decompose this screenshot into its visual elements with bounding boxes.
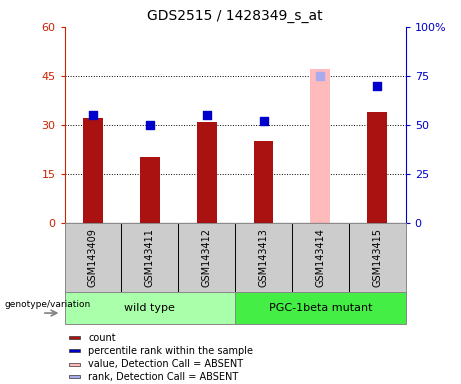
Text: wild type: wild type xyxy=(124,303,175,313)
Point xyxy=(89,112,97,118)
Text: GSM143411: GSM143411 xyxy=(145,228,155,287)
Bar xyxy=(69,376,80,379)
Text: count: count xyxy=(89,333,116,343)
Bar xyxy=(69,362,80,366)
Point xyxy=(373,83,381,89)
Text: GSM143415: GSM143415 xyxy=(372,228,382,287)
Text: GSM143413: GSM143413 xyxy=(259,228,269,287)
Bar xyxy=(235,292,406,324)
Bar xyxy=(254,141,273,223)
Text: GSM143409: GSM143409 xyxy=(88,228,98,287)
Bar xyxy=(310,70,331,223)
Text: percentile rank within the sample: percentile rank within the sample xyxy=(89,346,254,356)
Bar xyxy=(65,292,235,324)
Point xyxy=(203,112,210,118)
Text: value, Detection Call = ABSENT: value, Detection Call = ABSENT xyxy=(89,359,243,369)
Bar xyxy=(69,336,80,339)
Text: GSM143412: GSM143412 xyxy=(201,228,212,287)
Text: genotype/variation: genotype/variation xyxy=(5,300,91,309)
Text: GSM143414: GSM143414 xyxy=(315,228,325,287)
Bar xyxy=(197,121,217,223)
Bar xyxy=(69,349,80,352)
Title: GDS2515 / 1428349_s_at: GDS2515 / 1428349_s_at xyxy=(148,9,323,23)
Bar xyxy=(367,112,387,223)
Point xyxy=(317,73,324,79)
Text: rank, Detection Call = ABSENT: rank, Detection Call = ABSENT xyxy=(89,372,239,382)
Point xyxy=(146,122,154,128)
Bar xyxy=(83,118,103,223)
Point xyxy=(260,118,267,124)
Bar xyxy=(140,157,160,223)
Text: PGC-1beta mutant: PGC-1beta mutant xyxy=(269,303,372,313)
